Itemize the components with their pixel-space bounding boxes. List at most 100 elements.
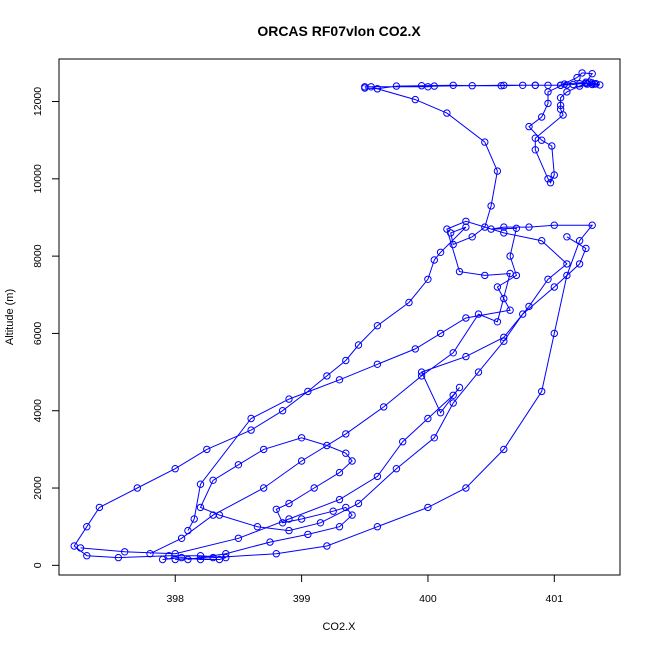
data-point: [430, 434, 438, 442]
data-point: [354, 499, 363, 508]
data-point: [550, 221, 558, 229]
data-point: [424, 275, 432, 283]
data-point: [222, 550, 230, 558]
data-point: [424, 503, 432, 512]
data-point: [596, 81, 604, 89]
data-point: [443, 225, 451, 233]
data-point: [392, 465, 401, 473]
data-point: [278, 519, 287, 527]
data-point: [209, 553, 217, 562]
data-point: [253, 523, 262, 531]
data-point: [550, 283, 558, 291]
data-point: [297, 434, 306, 442]
data-point: [323, 542, 331, 550]
data-point: [506, 252, 514, 260]
data-point: [171, 550, 179, 558]
x-tick-label: 399: [293, 593, 311, 605]
data-point: [588, 221, 596, 229]
data-point: [500, 445, 508, 454]
series-line: [73, 87, 498, 560]
data-point: [203, 445, 211, 454]
data-point: [578, 69, 586, 77]
data-point: [455, 267, 464, 276]
data-point: [342, 449, 350, 457]
data-point: [278, 407, 287, 415]
data-point: [392, 82, 401, 90]
data-point: [563, 233, 571, 241]
data-point: [544, 275, 552, 283]
y-tick-label: 2000: [32, 476, 44, 500]
data-point: [209, 511, 217, 519]
data-point: [133, 484, 142, 492]
data-point: [361, 84, 369, 92]
data-point: [399, 438, 407, 446]
data-point: [493, 283, 502, 291]
data-point: [544, 175, 552, 183]
data-point: [171, 555, 179, 564]
data-point: [329, 507, 337, 515]
data-point: [285, 395, 293, 403]
data-point: [272, 505, 280, 513]
data-point: [493, 167, 502, 175]
data-point: [285, 515, 293, 523]
data-point: [436, 248, 445, 257]
data-point: [436, 409, 445, 417]
series-points: [70, 69, 604, 564]
data-point: [285, 499, 293, 508]
data-point: [497, 82, 505, 90]
data-point: [171, 465, 179, 473]
data-point: [146, 550, 154, 558]
data-point: [506, 269, 514, 278]
data-point: [525, 302, 533, 311]
data-point: [335, 495, 344, 504]
data-point: [323, 372, 331, 380]
data-point: [563, 88, 571, 96]
data-point: [234, 461, 243, 469]
data-point: [531, 146, 539, 154]
data-point: [121, 548, 129, 556]
data-point: [525, 122, 533, 131]
data-point: [354, 341, 363, 349]
data-point: [380, 403, 388, 411]
data-point: [272, 550, 280, 558]
data-point: [462, 484, 470, 492]
series-line: [187, 236, 587, 560]
data-point: [373, 360, 382, 368]
data-point: [285, 526, 293, 535]
data-point: [556, 81, 565, 90]
data-point: [506, 306, 514, 314]
data-point: [487, 202, 495, 210]
data-point: [266, 538, 274, 546]
data-point: [481, 138, 489, 146]
data-point: [493, 318, 502, 326]
data-point: [76, 544, 85, 552]
data-point: [260, 445, 268, 454]
data-point: [582, 78, 590, 86]
data-point: [474, 310, 483, 318]
data-point: [449, 240, 457, 249]
y-tick-label: 8000: [32, 244, 44, 268]
data-point: [297, 515, 306, 523]
data-point: [316, 519, 325, 527]
data-point: [481, 271, 489, 280]
chart-title: ORCAS RF07vlon CO2.X: [257, 23, 421, 39]
data-point: [247, 414, 255, 423]
data-point: [196, 503, 205, 512]
x-tick-label: 398: [166, 593, 184, 605]
y-tick-label: 6000: [32, 322, 44, 346]
data-point: [573, 73, 581, 82]
data-point: [556, 101, 565, 110]
data-point: [575, 237, 584, 245]
data-point: [373, 523, 382, 531]
data-point: [468, 82, 476, 90]
plot-frame: [58, 58, 621, 576]
data-point: [582, 244, 590, 253]
data-point: [323, 441, 331, 450]
data-point: [538, 387, 546, 396]
data-point: [449, 81, 457, 90]
data-point: [563, 271, 571, 280]
data-point: [525, 223, 533, 231]
data-point: [462, 314, 470, 322]
data-point: [114, 553, 123, 562]
data-point: [455, 383, 464, 392]
